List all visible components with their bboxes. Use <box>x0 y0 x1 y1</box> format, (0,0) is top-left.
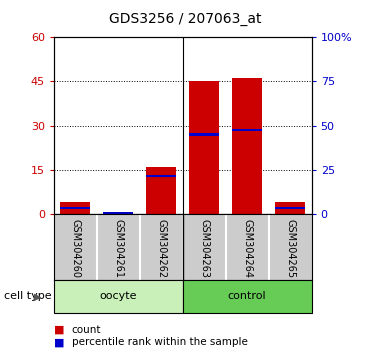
Bar <box>54 280 183 313</box>
Bar <box>275 202 305 214</box>
Text: ■: ■ <box>54 325 64 335</box>
Text: GSM304260: GSM304260 <box>70 219 80 278</box>
Text: ▶: ▶ <box>35 291 42 302</box>
Text: oocyte: oocyte <box>99 291 137 302</box>
Bar <box>232 129 262 131</box>
Bar <box>183 280 312 313</box>
Text: cell type: cell type <box>4 291 51 302</box>
Text: GDS3256 / 207063_at: GDS3256 / 207063_at <box>109 12 262 27</box>
Bar <box>103 213 133 214</box>
Bar <box>103 212 133 215</box>
Bar <box>275 207 305 210</box>
Text: GSM304261: GSM304261 <box>113 219 123 278</box>
Bar <box>232 79 262 214</box>
Text: control: control <box>228 291 266 302</box>
Bar <box>189 81 219 214</box>
Text: GSM304264: GSM304264 <box>242 219 252 278</box>
Bar <box>146 167 176 214</box>
Bar <box>189 133 219 136</box>
Text: percentile rank within the sample: percentile rank within the sample <box>72 337 247 347</box>
Bar <box>146 175 176 177</box>
Bar <box>60 207 90 210</box>
Text: GSM304265: GSM304265 <box>285 219 295 279</box>
Text: GSM304262: GSM304262 <box>156 219 166 279</box>
Text: ■: ■ <box>54 337 64 347</box>
Text: GSM304263: GSM304263 <box>199 219 209 278</box>
Text: count: count <box>72 325 101 335</box>
Bar <box>60 202 90 214</box>
